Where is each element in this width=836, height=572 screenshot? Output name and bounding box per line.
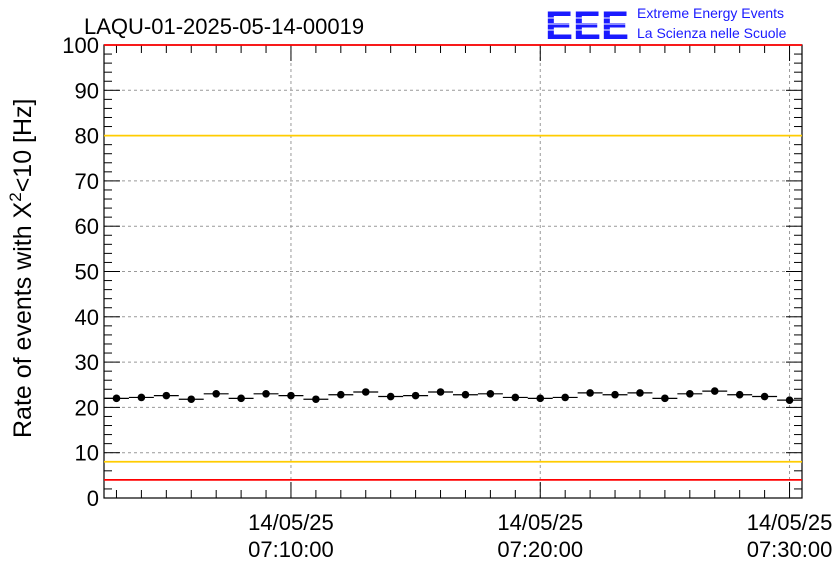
data-point (461, 390, 470, 399)
data-point (337, 390, 345, 399)
y-axis-label-sup: 2 (6, 192, 25, 201)
data-point (561, 393, 569, 402)
data-point (162, 391, 171, 400)
plot-area: 010203040506070809010014/05/2507:10:0014… (62, 33, 832, 562)
y-tick-label: 40 (75, 305, 99, 330)
y-tick-label: 100 (62, 33, 99, 58)
x-tick-time-label: 07:20:00 (497, 537, 583, 562)
y-axis-label-tail: <10 [Hz] (9, 98, 37, 192)
data-point (636, 389, 644, 397)
data-point (411, 391, 420, 400)
y-tick-label: 0 (87, 486, 99, 511)
data-point (112, 394, 121, 403)
data-point (237, 394, 245, 403)
y-tick-label: 10 (75, 441, 99, 466)
data-point (661, 394, 669, 403)
x-tick-date-label: 14/05/25 (248, 510, 334, 535)
eee-logo-text: EEE (545, 4, 629, 48)
x-tick-date-label: 14/05/25 (497, 510, 583, 535)
data-point (735, 390, 744, 399)
y-axis-label: Rate of events with X2<10 [Hz] (6, 98, 37, 438)
y-tick-label: 20 (75, 395, 99, 420)
y-tick-label: 50 (75, 260, 99, 285)
data-point (137, 393, 146, 402)
data-point (710, 387, 719, 395)
data-point (212, 390, 220, 398)
x-tick-time-label: 07:10:00 (248, 537, 334, 562)
data-point (511, 393, 520, 402)
x-tick-time-label: 07:30:00 (747, 537, 833, 562)
data-point (262, 390, 270, 398)
y-tick-label: 30 (75, 350, 99, 375)
data-point (436, 388, 445, 396)
data-point (386, 392, 395, 401)
org-name-line1: Extreme Energy Events (637, 5, 784, 21)
eee-logo: EEE (545, 4, 629, 48)
y-tick-label: 60 (75, 214, 99, 239)
y-tick-label: 80 (75, 124, 99, 149)
data-point (312, 395, 320, 404)
y-tick-label: 70 (75, 169, 99, 194)
y-tick-label: 90 (75, 78, 99, 103)
org-name-line2: La Scienza nelle Scuole (637, 25, 787, 41)
chart-title: LAQU-01-2025-05-14-00019 (84, 14, 364, 39)
data-point (586, 389, 594, 397)
data-point (486, 390, 495, 398)
data-point (686, 390, 694, 398)
x-tick-date-label: 14/05/25 (747, 510, 833, 535)
data-point (361, 388, 370, 396)
y-axis-label-main: Rate of events with X (9, 201, 37, 438)
data-point (611, 390, 619, 399)
data-point (536, 394, 545, 403)
data-point (760, 392, 769, 401)
data-point (785, 396, 794, 404)
data-point (187, 395, 196, 404)
data-point (287, 391, 295, 400)
